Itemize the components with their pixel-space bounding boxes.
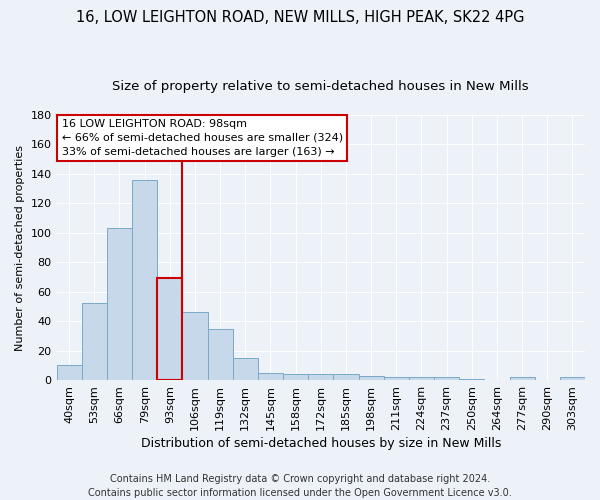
Bar (182, 312, 208, 380)
Bar (233, 358, 258, 380)
Bar (107, 228, 132, 380)
Bar (157, 278, 182, 380)
Text: 16 LOW LEIGHTON ROAD: 98sqm
← 66% of semi-detached houses are smaller (324)
33% : 16 LOW LEIGHTON ROAD: 98sqm ← 66% of sem… (62, 119, 343, 157)
Bar (509, 377, 535, 380)
Bar (560, 377, 585, 380)
Bar (283, 374, 308, 380)
Bar (208, 328, 233, 380)
Bar (308, 374, 334, 380)
X-axis label: Distribution of semi-detached houses by size in New Mills: Distribution of semi-detached houses by … (140, 437, 501, 450)
Text: 16, LOW LEIGHTON ROAD, NEW MILLS, HIGH PEAK, SK22 4PG: 16, LOW LEIGHTON ROAD, NEW MILLS, HIGH P… (76, 10, 524, 25)
Bar (434, 377, 459, 380)
Title: Size of property relative to semi-detached houses in New Mills: Size of property relative to semi-detach… (112, 80, 529, 93)
Bar (383, 377, 409, 380)
Bar (334, 374, 359, 380)
Bar (359, 376, 383, 380)
Bar (132, 180, 157, 380)
Bar (82, 304, 107, 380)
Bar (56, 366, 82, 380)
Y-axis label: Number of semi-detached properties: Number of semi-detached properties (15, 144, 25, 350)
Bar (459, 378, 484, 380)
Bar (258, 372, 283, 380)
Bar (409, 377, 434, 380)
Text: Contains HM Land Registry data © Crown copyright and database right 2024.
Contai: Contains HM Land Registry data © Crown c… (88, 474, 512, 498)
